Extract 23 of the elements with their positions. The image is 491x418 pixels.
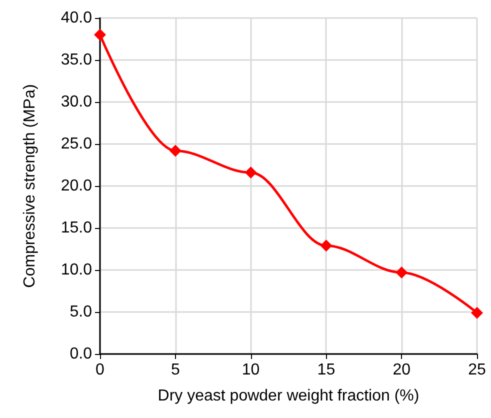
y-tick-label: 40.0 <box>60 10 92 26</box>
x-tick-label: 10 <box>242 362 260 378</box>
x-tick-label: 5 <box>170 362 180 378</box>
point <box>471 306 483 319</box>
x-tick-label: 20 <box>392 362 411 378</box>
point <box>94 28 106 41</box>
y-tick-label: 20.0 <box>60 178 92 194</box>
x-axis-title: Dry yeast powder weight fraction (%) <box>158 388 420 404</box>
point <box>169 144 182 157</box>
point <box>396 266 408 279</box>
y-tick-label: 10.0 <box>60 262 92 278</box>
y-tick-label: 15.0 <box>60 220 92 236</box>
y-tick-label: 5.0 <box>70 304 92 320</box>
y-tick-label: 35.0 <box>60 52 92 68</box>
y-tick-label: 0.0 <box>70 346 92 362</box>
point <box>244 166 257 179</box>
point <box>320 240 332 252</box>
y-tick-label: 30.0 <box>60 94 92 110</box>
x-tick-label: 0 <box>96 362 105 378</box>
x-tick-label: 15 <box>317 362 336 378</box>
y-axis-title: Compressive strength (MPa) <box>22 84 38 288</box>
x-tick-label: 25 <box>468 362 486 378</box>
y-tick-label: 25.0 <box>60 136 92 152</box>
